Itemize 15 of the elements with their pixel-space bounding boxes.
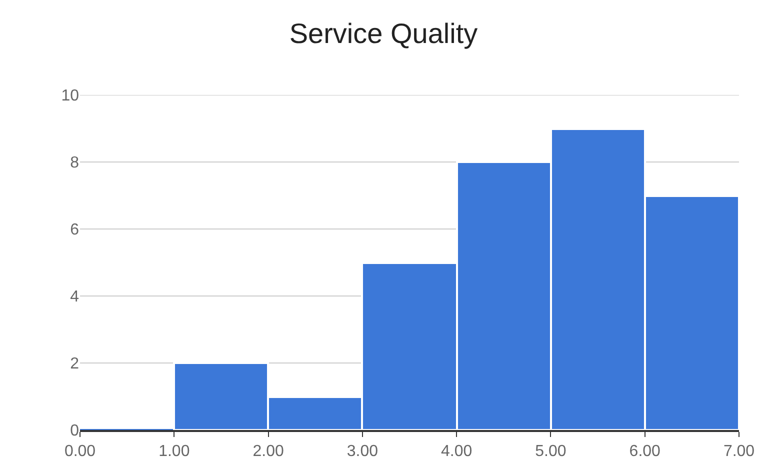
x-tick-label: 1.00 xyxy=(158,442,190,460)
x-tick-label: 0.00 xyxy=(64,442,96,460)
y-tick-label: 4 xyxy=(70,288,80,306)
x-tick-label: 7.00 xyxy=(723,442,755,460)
y-tick-label: 8 xyxy=(70,154,80,172)
y-tick-label: 10 xyxy=(61,88,80,105)
x-tick-label: 3.00 xyxy=(346,442,378,460)
x-tick-label: 4.00 xyxy=(441,442,472,460)
y-tick-label: 0 xyxy=(70,422,80,440)
y-tick-label: 2 xyxy=(70,356,80,373)
x-tick-label: 2.00 xyxy=(252,442,284,460)
x-tick-label: 5.00 xyxy=(535,442,566,460)
y-tick-label: 6 xyxy=(70,222,80,239)
chart-title: Service Quality xyxy=(289,18,478,50)
x-tick-label: 6.00 xyxy=(629,442,661,460)
